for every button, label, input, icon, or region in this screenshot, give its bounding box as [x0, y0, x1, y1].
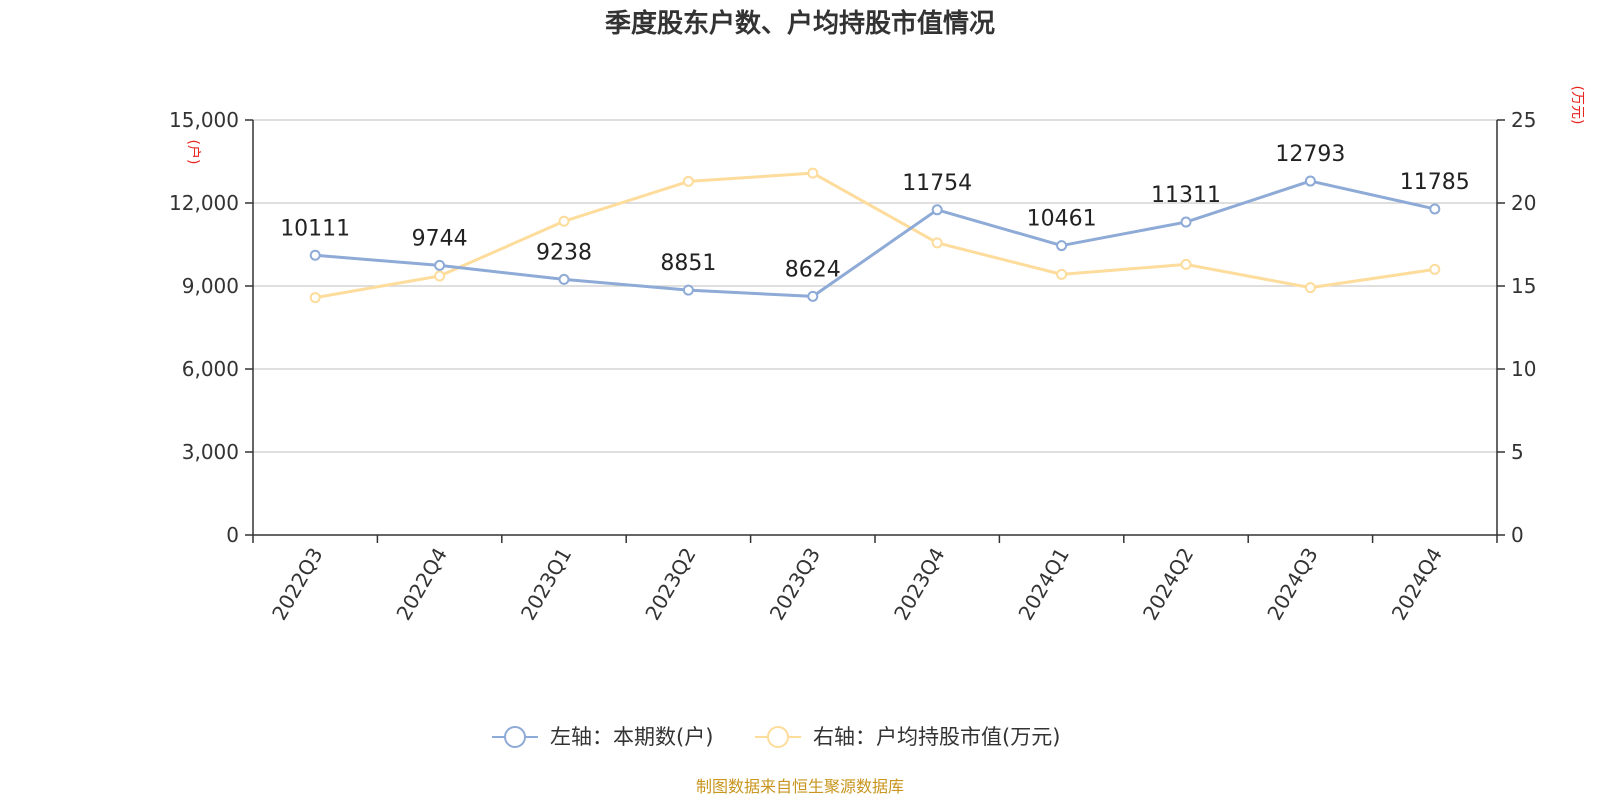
- legend-item-left[interactable]: 左轴：本期数(户): [492, 725, 713, 749]
- data-label: 12793: [1275, 142, 1345, 167]
- point-right: [807, 167, 819, 179]
- left-tick-label: 15,000: [169, 108, 239, 132]
- data-label: 10461: [1027, 207, 1097, 232]
- point-left: [434, 259, 446, 271]
- left-tick-label: 12,000: [169, 191, 239, 215]
- data-label: 8851: [660, 251, 716, 276]
- data-label: 10111: [280, 216, 350, 241]
- point-right: [931, 237, 943, 249]
- point-left: [1304, 175, 1316, 187]
- left-tick-label: 6,000: [182, 357, 239, 381]
- legend[interactable]: 左轴：本期数(户) 右轴：户均持股市值(万元): [492, 725, 1060, 749]
- x-tick-label: 2023Q3: [765, 544, 825, 625]
- data-label: 11311: [1151, 183, 1221, 208]
- data-label: 8624: [785, 257, 841, 282]
- left-tick-label: 0: [226, 523, 239, 547]
- x-tick-label: 2024Q2: [1138, 544, 1198, 625]
- point-right: [434, 270, 446, 282]
- grid-lines: [253, 119, 1497, 453]
- series-lines: [309, 167, 1441, 304]
- point-left: [931, 204, 943, 216]
- right-tick-label: 20: [1511, 191, 1536, 215]
- x-tick-label: 2024Q1: [1013, 544, 1073, 625]
- point-right: [558, 215, 570, 227]
- right-tick-label: 5: [1511, 440, 1524, 464]
- point-right: [1429, 263, 1441, 275]
- x-tick-label: 2022Q4: [391, 544, 451, 625]
- point-left: [558, 273, 570, 285]
- right-tick-label: 10: [1511, 357, 1536, 381]
- left-axis-unit: (户): [185, 140, 202, 165]
- point-left: [1429, 203, 1441, 215]
- data-label: 11754: [902, 171, 972, 196]
- x-tick-label: 2023Q4: [889, 544, 949, 625]
- point-left: [309, 249, 321, 261]
- series-line-right: [314, 171, 1436, 300]
- x-tick-label: 2024Q3: [1262, 544, 1322, 625]
- legend-label-left: 左轴：本期数(户): [550, 725, 713, 749]
- point-left: [1180, 216, 1192, 228]
- legend-label-right: 右轴：户均持股市值(万元): [813, 725, 1060, 749]
- x-tick-label: 2022Q3: [267, 544, 327, 625]
- point-right: [1304, 282, 1316, 294]
- source-note: 制图数据来自恒生聚源数据库: [696, 777, 904, 796]
- right-tick-label: 25: [1511, 108, 1536, 132]
- point-left: [682, 284, 694, 296]
- data-labels: 10111 9744 9238 8851 8624 11754 10461 11311 1279…: [280, 142, 1470, 282]
- series-line-left: [315, 179, 1436, 298]
- point-right: [309, 292, 321, 304]
- x-tick-label: 2024Q4: [1387, 544, 1447, 625]
- right-tick-label: 0: [1511, 523, 1524, 547]
- point-right: [1180, 258, 1192, 270]
- point-left: [1056, 240, 1068, 252]
- point-right: [682, 175, 694, 187]
- left-tick-label: 3,000: [182, 440, 239, 464]
- right-tick-label: 15: [1511, 274, 1536, 298]
- data-label: 9238: [536, 240, 592, 265]
- x-tick-label: 2023Q1: [516, 544, 576, 625]
- data-label: 11785: [1400, 170, 1470, 195]
- point-left: [807, 290, 819, 302]
- right-axis-unit: (万元): [1569, 86, 1585, 125]
- legend-item-right[interactable]: 右轴：户均持股市值(万元): [755, 725, 1060, 749]
- data-label: 9744: [412, 226, 468, 251]
- x-tick-label: 2023Q2: [640, 544, 700, 625]
- chart-title: 季度股东户数、户均持股市值情况: [605, 8, 995, 39]
- point-right: [1056, 268, 1068, 280]
- left-tick-label: 9,000: [182, 274, 239, 298]
